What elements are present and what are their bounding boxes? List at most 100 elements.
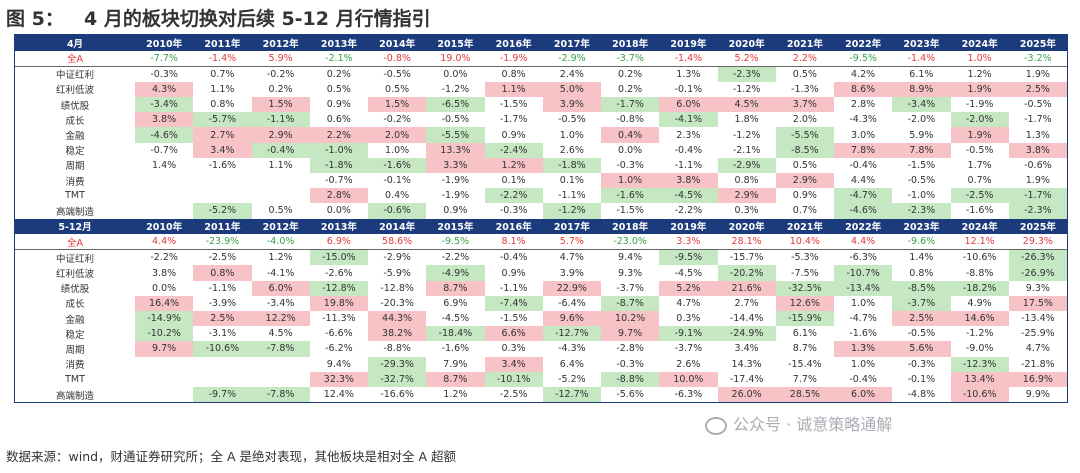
- year-header: 2010年: [135, 218, 194, 235]
- value-cell: 4.2%: [851, 68, 876, 80]
- value-cell: -10.1%: [484, 371, 543, 387]
- value-cell: -5.2%: [558, 373, 586, 385]
- value-cell: 1.2%: [484, 157, 543, 173]
- value-cell: -0.4%: [499, 252, 528, 264]
- value-cell: -9.5%: [659, 249, 718, 266]
- value-cell: 0.0%: [326, 205, 351, 217]
- year-header: 2011年: [193, 218, 252, 235]
- value-cell: -21.8%: [1021, 358, 1055, 370]
- value-cell: -3.7%: [616, 282, 644, 294]
- value-cell: 9.9%: [1025, 389, 1050, 401]
- year-header: 2017年: [542, 218, 601, 235]
- value-cell: -23.0%: [613, 236, 647, 248]
- value-cell: -0.6%: [1024, 159, 1052, 171]
- year-header: 2018年: [601, 35, 660, 51]
- value-cell: 5.0%: [542, 81, 601, 98]
- watermark-text: 公众号 · 诚意策略通解: [733, 415, 893, 434]
- value-cell: 16.4%: [135, 295, 194, 311]
- value-cell: 0.0%: [618, 144, 643, 156]
- value-cell: -0.5%: [965, 144, 994, 156]
- value-cell: 7.8%: [834, 142, 893, 158]
- value-cell: 0.3%: [734, 205, 759, 217]
- value-cell: -0.8%: [383, 52, 411, 64]
- value-cell: 22.9%: [542, 280, 601, 296]
- year-header: 2024年: [950, 35, 1009, 51]
- value-cell: [252, 173, 310, 188]
- value-cell: -15.4%: [788, 358, 822, 370]
- value-cell: -5.5%: [426, 127, 485, 143]
- sector-row: 中证红利 -0.3% 0.7% -0.2% 0.2% -0.5% 0.0% 0.8% 2.4% 0…: [15, 66, 1067, 82]
- sector-row: 周期 1.4% -1.6% 1.1% -1.8% -1.6% 3.3% 1.2% -1.8% -0…: [15, 157, 1067, 173]
- value-cell: -4.6%: [834, 203, 893, 219]
- value-cell: 1.9%: [1025, 68, 1050, 80]
- value-cell: -9.0%: [965, 343, 994, 355]
- value-cell: 0.3%: [501, 343, 526, 355]
- row-label: 金融: [65, 131, 85, 143]
- value-cell: -1.6%: [441, 343, 470, 355]
- value-cell: 38.2%: [368, 326, 427, 342]
- year-header: 2014年: [368, 218, 427, 235]
- row-label: 周期: [65, 161, 85, 173]
- value-cell: -3.4%: [135, 97, 194, 113]
- value-cell: 4.4%: [152, 236, 177, 248]
- value-cell: [252, 372, 310, 387]
- year-header: 2015年: [426, 218, 485, 235]
- value-cell: [193, 188, 251, 203]
- value-cell: -1.3%: [791, 83, 819, 95]
- value-cell: -1.1%: [674, 159, 703, 171]
- year-header: 2011年: [193, 35, 252, 51]
- value-cell: -3.7%: [892, 295, 951, 311]
- value-cell: 0.2%: [618, 68, 643, 80]
- value-cell: -15.9%: [775, 311, 834, 327]
- row-label: 高端制造: [55, 390, 94, 402]
- value-cell: 0.2%: [326, 68, 351, 80]
- value-cell: -32.7%: [368, 371, 427, 387]
- value-cell: -1.5%: [499, 99, 528, 111]
- value-cell: -5.6%: [616, 389, 644, 401]
- value-cell: -18.4%: [426, 326, 485, 342]
- value-cell: -4.5%: [674, 267, 703, 279]
- value-cell: [135, 188, 193, 203]
- value-cell: 3.9%: [559, 267, 584, 279]
- value-cell: 3.3%: [426, 157, 485, 173]
- value-cell: -2.9%: [383, 252, 411, 264]
- value-cell: -1.6%: [965, 205, 994, 217]
- value-cell: 2.0%: [368, 127, 427, 143]
- value-cell: -4.1%: [659, 112, 718, 128]
- value-cell: 0.5%: [326, 83, 351, 95]
- value-cell: 13.3%: [426, 142, 485, 158]
- row-label: 全A: [67, 54, 83, 66]
- value-cell: -2.0%: [950, 112, 1009, 128]
- value-cell: 3.8%: [152, 267, 177, 279]
- value-cell: 0.0%: [152, 282, 177, 294]
- value-cell: 0.3%: [676, 313, 701, 325]
- value-cell: -10.6%: [950, 386, 1009, 403]
- value-cell: 6.1%: [792, 328, 817, 340]
- value-cell: 9.4%: [326, 358, 351, 370]
- value-cell: 2.9%: [251, 127, 310, 143]
- value-cell: -24.9%: [717, 326, 776, 342]
- value-cell: -2.8%: [616, 343, 644, 355]
- value-cell: 19.8%: [309, 295, 368, 311]
- value-cell: -7.8%: [251, 341, 310, 357]
- value-cell: 1.3%: [676, 68, 701, 80]
- year-header: 2020年: [717, 35, 776, 51]
- value-cell: -0.3%: [616, 159, 644, 171]
- value-cell: -1.5%: [907, 159, 936, 171]
- sector-row: 金融 -14.9% 2.5% 12.2% -11.3% 44.3% -4.5% -1.5% 9.…: [15, 311, 1067, 327]
- value-cell: 3.4%: [734, 343, 759, 355]
- value-cell: -1.9%: [965, 99, 994, 111]
- row-label: 稳定: [65, 329, 85, 341]
- value-cell: 4.4%: [851, 236, 876, 248]
- value-cell: -12.7%: [542, 326, 601, 342]
- value-cell: 1.5%: [368, 97, 427, 113]
- year-header: 2021年: [775, 35, 834, 51]
- sector-row: 红利低波 3.8% 0.8% -4.1% -2.6% -5.9% -4.9% 0.9% 3.9%…: [15, 265, 1067, 281]
- value-cell: -10.2%: [135, 326, 194, 342]
- value-cell: 3.7%: [775, 97, 834, 113]
- value-cell: 32.3%: [309, 371, 368, 387]
- value-cell: -0.1%: [383, 175, 411, 187]
- data-source-note: 数据来源：wind，财通证券研究所；全 A 是绝对表现，其他板块是相对全 A 超…: [6, 449, 457, 464]
- value-cell: 3.9%: [542, 97, 601, 113]
- value-cell: 12.2%: [251, 311, 310, 327]
